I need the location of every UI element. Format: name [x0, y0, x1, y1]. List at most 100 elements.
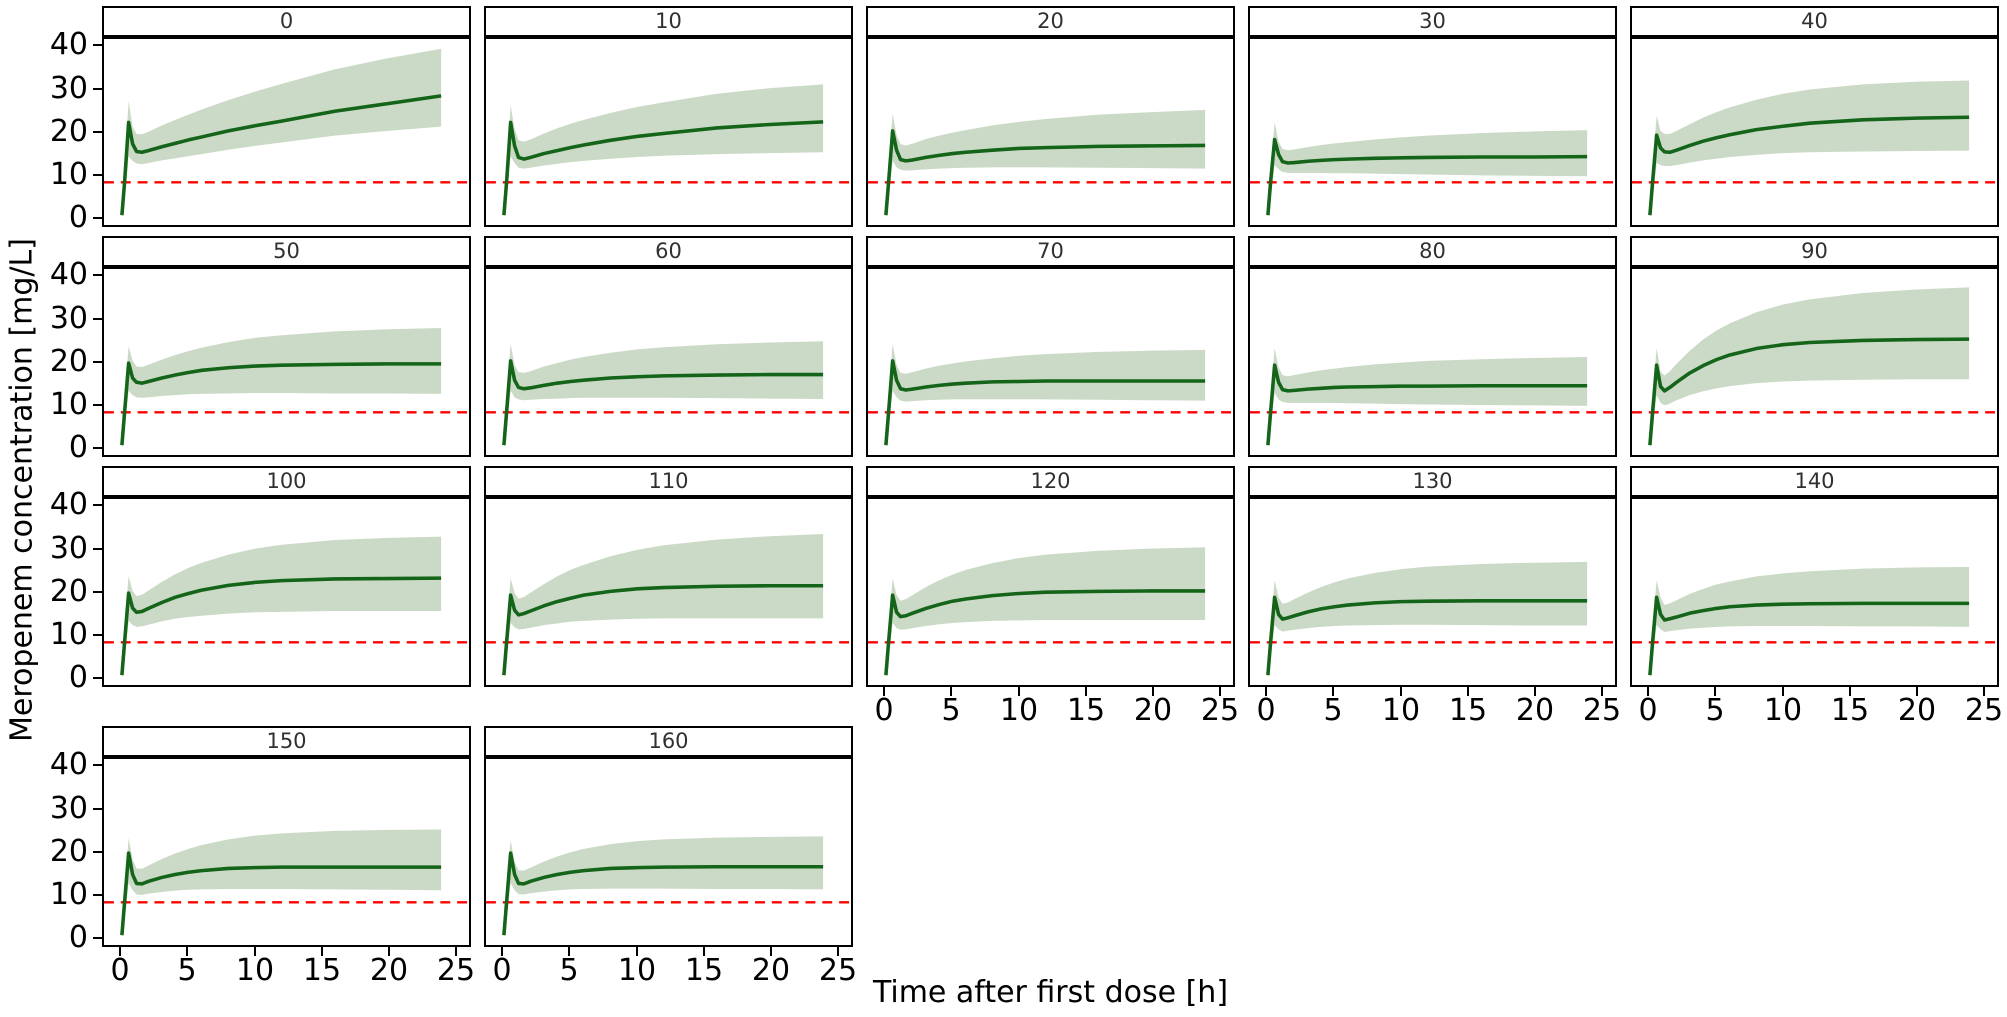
panel-plot-svg	[868, 109, 1233, 217]
x-tick-mark	[1983, 687, 1985, 696]
x-tick-label: 0	[492, 953, 512, 988]
x-tick-label: 20	[1897, 693, 1937, 728]
y-tick-mark	[93, 894, 102, 896]
plot-panel	[866, 269, 1235, 457]
facet-cell: 10	[484, 6, 853, 227]
median-concentration-line	[120, 851, 442, 936]
facet-strip: 100	[102, 466, 471, 499]
facet-strip-label: 90	[1801, 239, 1828, 263]
plot-panel	[1248, 269, 1617, 457]
facet-cell: 50 40 30 20 10 0	[50, 236, 471, 464]
y-axis-title: Meropenem concentration [mg/L]	[4, 238, 40, 742]
facet-cell: 60	[484, 236, 853, 457]
y-tick-mark	[93, 808, 102, 810]
facet-cell: 130 0 5 10 15 20 25	[1248, 466, 1621, 727]
x-tick-mark	[1849, 687, 1851, 696]
median-concentration-line	[1266, 595, 1588, 676]
facet-strip-label: 140	[1794, 469, 1835, 493]
median-concentration-line	[884, 129, 1206, 216]
y-tick-label: 30	[49, 791, 88, 826]
plot-panel	[866, 499, 1235, 687]
y-tick-label: 20	[49, 574, 88, 609]
x-tick-mark	[1782, 687, 1784, 696]
x-tick-mark	[636, 947, 638, 956]
facet-strip-label: 0	[279, 9, 294, 33]
y-tick-label: 30	[49, 71, 88, 106]
prediction-interval-ribbon	[1649, 80, 1970, 217]
median-concentration-line	[1266, 137, 1588, 216]
x-tick-mark	[1332, 687, 1334, 696]
x-tick-label: 10	[235, 953, 275, 988]
y-tick-label: 0	[68, 920, 88, 955]
prediction-interval-ribbon	[121, 327, 442, 447]
x-tick-mark	[1467, 687, 1469, 696]
median-concentration-line	[1266, 363, 1588, 446]
median-concentration-line	[502, 851, 824, 936]
panel-plot-svg	[1250, 122, 1615, 217]
median-concentration-line	[502, 120, 824, 216]
panel-plot-svg	[486, 84, 851, 217]
x-tick-label: 5	[941, 693, 961, 728]
x-tick-label: 20	[369, 953, 409, 988]
y-tick-label: 40	[49, 27, 88, 62]
x-tick-label: 25	[1582, 693, 1622, 728]
plot-panel	[1630, 269, 1999, 457]
plot-panel	[484, 269, 853, 457]
plot-panel	[866, 39, 1235, 227]
median-concentration-line	[502, 583, 824, 676]
facet-strip-label: 80	[1419, 239, 1446, 263]
median-concentration-line	[884, 359, 1206, 446]
facet-cell: 30	[1248, 6, 1617, 227]
prediction-interval-ribbon	[1649, 287, 1970, 447]
y-tick-mark	[93, 548, 102, 550]
y-axis: 40 30 20 10 0	[36, 749, 102, 954]
facet-strip-label: 60	[655, 239, 682, 263]
facet-strip-label: 50	[273, 239, 300, 263]
facet-cell: 150 40 30 20 10 0 0 5 10 15 20 25	[50, 726, 475, 987]
facet-strip: 130	[1248, 466, 1617, 499]
y-tick-mark	[93, 937, 102, 939]
x-tick-mark	[186, 947, 188, 956]
panel-plot-svg	[104, 327, 469, 447]
plot-panel	[1630, 39, 1999, 227]
y-tick-label: 10	[49, 877, 88, 912]
facet-cell: 80	[1248, 236, 1617, 457]
panel-plot-svg	[104, 536, 469, 677]
x-tick-label: 10	[617, 953, 657, 988]
y-tick-label: 30	[49, 301, 88, 336]
facet-strip-label: 30	[1419, 9, 1446, 33]
y-tick-label: 40	[49, 487, 88, 522]
facet-strip: 150	[102, 726, 471, 759]
y-tick-label: 20	[49, 114, 88, 149]
x-tick-mark	[1018, 687, 1020, 696]
x-tick-label: 5	[559, 953, 579, 988]
panel-plot-svg	[486, 534, 851, 677]
panel-plot-svg	[868, 547, 1233, 677]
facet-cell: 110	[484, 466, 853, 687]
median-concentration-line	[1648, 337, 1970, 446]
facet-strip: 70	[866, 236, 1235, 269]
x-tick-mark	[388, 947, 390, 956]
x-axis-title: Time after first dose [h]	[872, 975, 1229, 1010]
x-axis: 0 5 10 15 20 25	[866, 687, 1239, 727]
x-tick-label: 25	[436, 953, 476, 988]
facet-cell: 160 0 5 10 15 20 25	[484, 726, 857, 987]
median-concentration-line	[502, 359, 824, 446]
plot-panel	[484, 499, 853, 687]
x-tick-label: 20	[1133, 693, 1173, 728]
plot-panel	[484, 759, 853, 947]
y-tick-mark	[93, 174, 102, 176]
facet-cell: 0 40 30 20 10 0	[50, 6, 471, 234]
prediction-interval-ribbon	[503, 84, 824, 217]
x-tick-label: 20	[751, 953, 791, 988]
prediction-interval-ribbon	[121, 829, 442, 937]
x-tick-mark	[568, 947, 570, 956]
x-tick-label: 25	[1964, 693, 2004, 728]
facet-strip-label: 100	[266, 469, 307, 493]
facet-strip-label: 20	[1037, 9, 1064, 33]
x-tick-label: 15	[684, 953, 724, 988]
prediction-interval-ribbon	[121, 536, 442, 677]
plot-panel	[1630, 499, 1999, 687]
panel-plot-svg	[104, 48, 469, 217]
